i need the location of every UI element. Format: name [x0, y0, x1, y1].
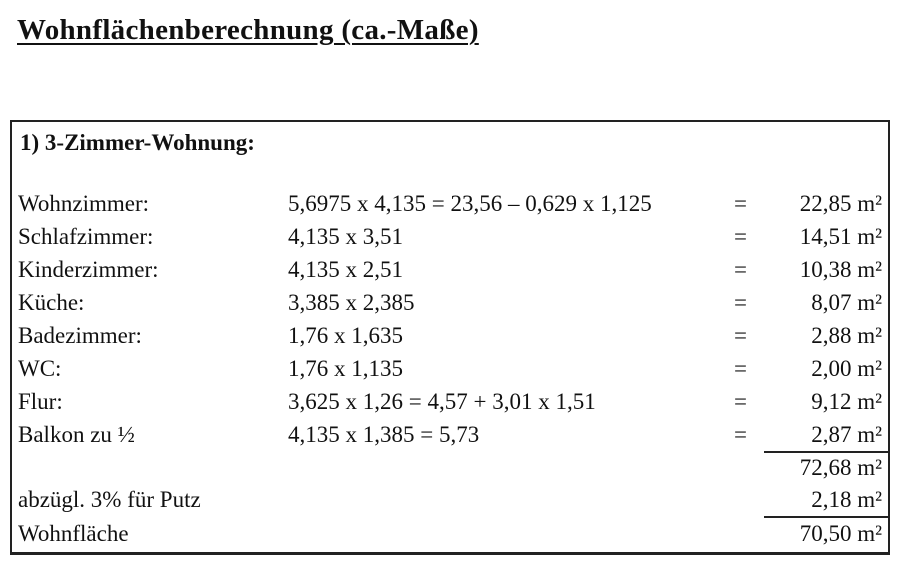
table-row: WC: 1,76 x 1,135 = 2,00 m² [12, 353, 888, 385]
room-label: Küche: [18, 290, 85, 315]
room-formula: 5,6975 x 4,135 = 23,56 – 0,629 x 1,125 [288, 191, 652, 216]
room-formula: 1,76 x 1,635 [288, 323, 403, 348]
room-area: 9,12 m² [811, 389, 882, 414]
room-formula: 1,76 x 1,135 [288, 356, 403, 381]
equals-sign: = [734, 356, 747, 381]
room-formula: 4,135 x 3,51 [288, 224, 403, 249]
room-area: 2,88 m² [811, 323, 882, 348]
subtotal-value: 72,68 m² [799, 455, 882, 480]
total-rule [764, 516, 888, 518]
total-row: Wohnfläche 70,50 m² [12, 518, 888, 550]
deduction-row: abzügl. 3% für Putz 2,18 m² [12, 484, 888, 516]
equals-sign: = [734, 422, 747, 447]
room-formula: 4,135 x 2,51 [288, 257, 403, 282]
table-row: Küche: 3,385 x 2,385 = 8,07 m² [12, 287, 888, 319]
equals-sign: = [734, 290, 747, 315]
room-label: Kinderzimmer: [18, 257, 159, 282]
calculation-table: 1) 3-Zimmer-Wohnung: Wohnzimmer: 5,6975 … [10, 120, 890, 555]
table-row: Flur: 3,625 x 1,26 = 4,57 + 3,01 x 1,51 … [12, 386, 888, 418]
equals-sign: = [734, 224, 747, 249]
section-heading: 1) 3-Zimmer-Wohnung: [20, 130, 255, 155]
table-row: Badezimmer: 1,76 x 1,635 = 2,88 m² [12, 320, 888, 352]
equals-sign: = [734, 257, 747, 282]
room-formula: 3,625 x 1,26 = 4,57 + 3,01 x 1,51 [288, 389, 596, 414]
document-title: Wohnflächenberechnung (ca.-Maße) [17, 14, 479, 46]
room-area: 2,00 m² [811, 356, 882, 381]
room-area: 10,38 m² [799, 257, 882, 282]
deduction-label: abzügl. 3% für Putz [18, 487, 201, 512]
room-area: 22,85 m² [799, 191, 882, 216]
equals-sign: = [734, 323, 747, 348]
sum-rule [764, 451, 888, 453]
room-label: Flur: [18, 389, 63, 414]
room-area: 2,87 m² [811, 422, 882, 447]
room-label: Schlafzimmer: [18, 224, 154, 249]
table-row: Balkon zu ½ 4,135 x 1,385 = 5,73 = 2,87 … [12, 419, 888, 451]
equals-sign: = [734, 389, 747, 414]
room-area: 14,51 m² [799, 224, 882, 249]
room-area: 8,07 m² [811, 290, 882, 315]
room-label: WC: [18, 356, 62, 381]
table-row: Wohnzimmer: 5,6975 x 4,135 = 23,56 – 0,6… [12, 188, 888, 220]
table-row: Schlafzimmer: 4,135 x 3,51 = 14,51 m² [12, 221, 888, 253]
total-value: 70,50 m² [799, 521, 882, 546]
room-label: Wohnzimmer: [18, 191, 150, 216]
room-formula: 3,385 x 2,385 [288, 290, 415, 315]
table-row: Kinderzimmer: 4,135 x 2,51 = 10,38 m² [12, 254, 888, 286]
total-label: Wohnfläche [18, 521, 129, 546]
equals-sign: = [734, 191, 747, 216]
subtotal-row: 72,68 m² [12, 452, 888, 484]
room-label: Badezimmer: [18, 323, 142, 348]
room-formula: 4,135 x 1,385 = 5,73 [288, 422, 480, 447]
room-label: Balkon zu ½ [18, 422, 135, 447]
deduction-value: 2,18 m² [811, 487, 882, 512]
